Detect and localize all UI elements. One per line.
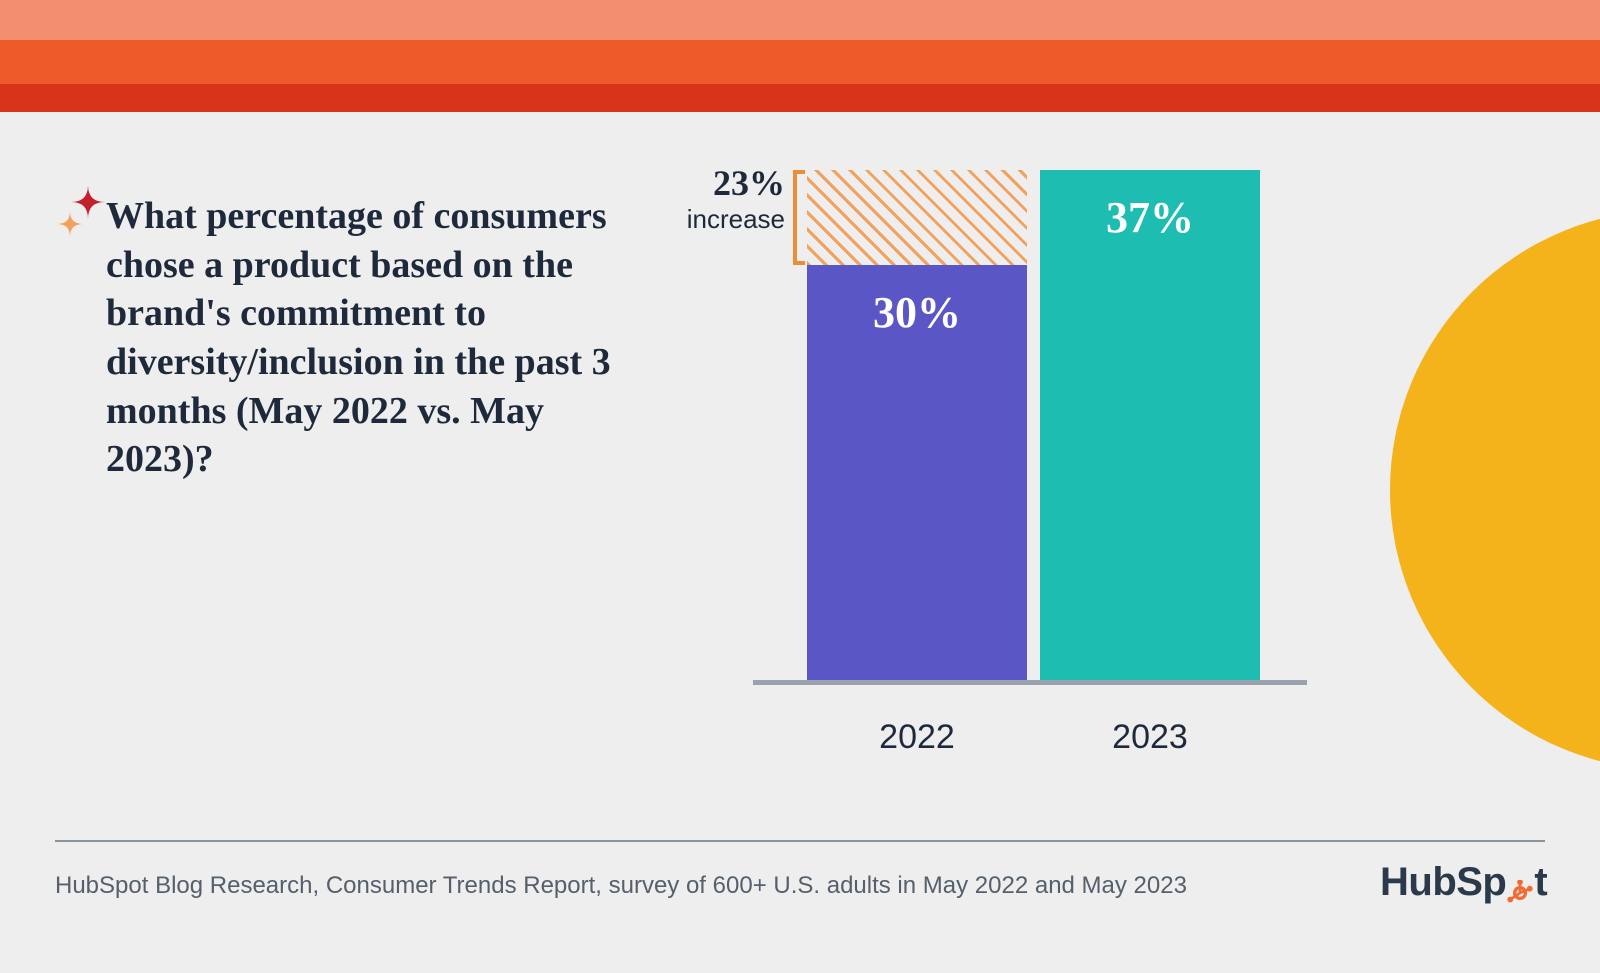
increase-bracket [793,170,797,265]
increase-bracket-top-tick [793,170,805,174]
logo-text-before: HubSp [1380,860,1506,904]
increase-label: 23% increase [687,162,785,235]
header-stripe-1 [0,0,1600,40]
chart-baseline [753,680,1307,685]
footer-rule [55,840,1545,842]
increase-word: increase [687,204,785,235]
infographic-stage: What percentage of consumers chose a pro… [0,0,1600,973]
category-label-2022: 2022 [807,718,1027,757]
bar-2022: 30% [807,265,1027,680]
category-label-2023: 2023 [1040,718,1260,757]
hubspot-logo: HubSpt [1380,860,1547,905]
logo-text-after: t [1534,860,1547,904]
footer-source-text: HubSpot Blog Research, Consumer Trends R… [55,872,1187,900]
headline-text: What percentage of consumers chose a pro… [106,192,636,484]
sprocket-icon [1507,871,1533,897]
increase-hatch [807,170,1027,265]
increase-percent: 23% [687,162,785,204]
bar-2023-value-label: 37% [1040,192,1260,243]
increase-bracket-bottom-tick [793,261,805,265]
header-stripe-3 [0,84,1600,112]
bar-chart: 30% 37% 23% increase 2022 2023 [775,170,1285,680]
bar-2022-value-label: 30% [807,287,1027,338]
bar-2023: 37% [1040,170,1260,680]
header-stripe-2 [0,40,1600,84]
circle-decoration [1390,210,1600,770]
